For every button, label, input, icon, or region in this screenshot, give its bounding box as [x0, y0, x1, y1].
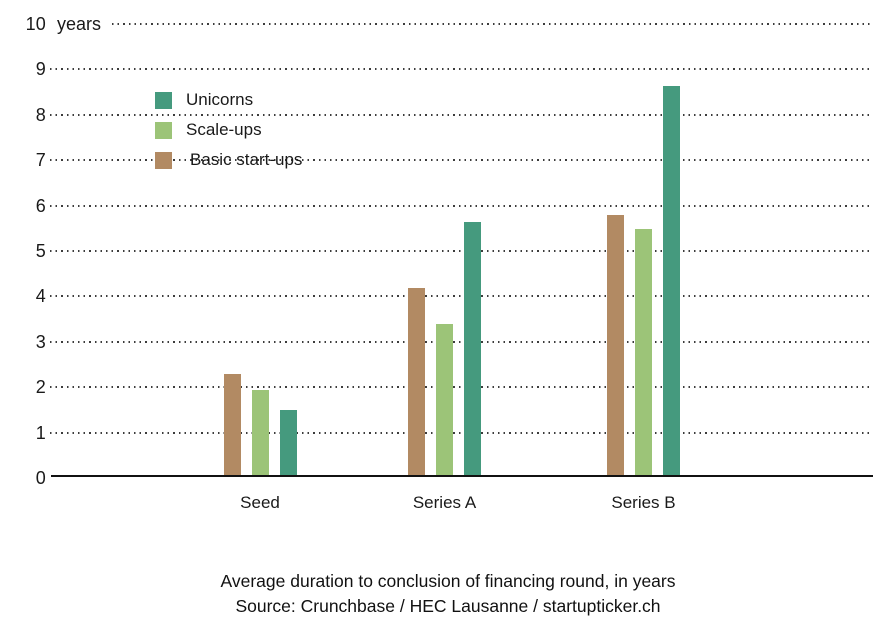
bar-unicorns-seed	[279, 410, 297, 476]
y-tick-label-3: 3	[35, 331, 46, 352]
y-tick-label-9: 9	[35, 59, 46, 80]
y-tick-label-8: 8	[35, 104, 46, 125]
y-tick-label-1: 1	[35, 422, 46, 443]
gridline-9	[50, 68, 870, 71]
gridline-7	[50, 159, 870, 162]
bar-scale-ups-series-a	[436, 324, 453, 476]
gridline-4	[50, 295, 870, 298]
legend-swatch-basic-start-ups	[155, 151, 172, 169]
chart-caption: Average duration to conclusion of financ…	[0, 569, 896, 619]
x-tick-label-series-a: Series A	[412, 493, 477, 512]
legend-item-unicorns: Unicorns	[155, 91, 302, 109]
y-axis-unit-label: years	[57, 14, 102, 34]
x-tick-label-series-b: Series B	[611, 493, 676, 512]
gridline-3	[50, 340, 870, 343]
bar-basic-start-ups-series-b	[607, 215, 624, 476]
gridline-10	[112, 23, 870, 25]
legend-label-basic-start-ups: Basic start-ups	[190, 150, 303, 169]
gridline-2	[50, 386, 870, 389]
gridline-8	[50, 113, 870, 116]
chart-source: Source: Crunchbase / HEC Lausanne / star…	[235, 596, 661, 616]
y-tick-label-4: 4	[35, 286, 46, 307]
legend-label-unicorns: Unicorns	[186, 90, 254, 109]
legend-item-scale-ups: Scale-ups	[155, 121, 302, 139]
bar-unicorns-series-b	[663, 86, 680, 476]
x-axis-line	[51, 475, 873, 477]
chart-title: Average duration to conclusion of financ…	[220, 571, 676, 591]
y-tick-label-6: 6	[35, 195, 46, 216]
legend-item-basic-start-ups: Basic start-ups	[155, 151, 302, 169]
legend-swatch-scale-ups	[155, 121, 172, 139]
bar-scale-ups-series-b	[635, 229, 652, 476]
x-tick-label-seed: Seed	[240, 493, 280, 512]
bar-unicorns-series-a	[464, 222, 481, 476]
bar-basic-start-ups-series-a	[408, 288, 425, 476]
chart-legend: Unicorns Scale-ups Basic start-ups	[155, 91, 302, 169]
legend-label-scale-ups: Scale-ups	[186, 120, 262, 139]
y-tick-label-0: 0	[35, 468, 46, 488]
y-tick-label-5: 5	[35, 241, 46, 261]
gridline-1	[50, 431, 870, 434]
y-tick-label-7: 7	[35, 150, 46, 171]
gridline-6	[50, 204, 870, 207]
y-tick-label-10: 10	[25, 14, 46, 34]
gridline-5	[50, 250, 870, 252]
y-tick-label-2: 2	[35, 377, 46, 398]
bar-basic-start-ups-seed	[223, 374, 241, 476]
bar-scale-ups-seed	[251, 390, 269, 476]
legend-swatch-unicorns	[155, 91, 172, 109]
